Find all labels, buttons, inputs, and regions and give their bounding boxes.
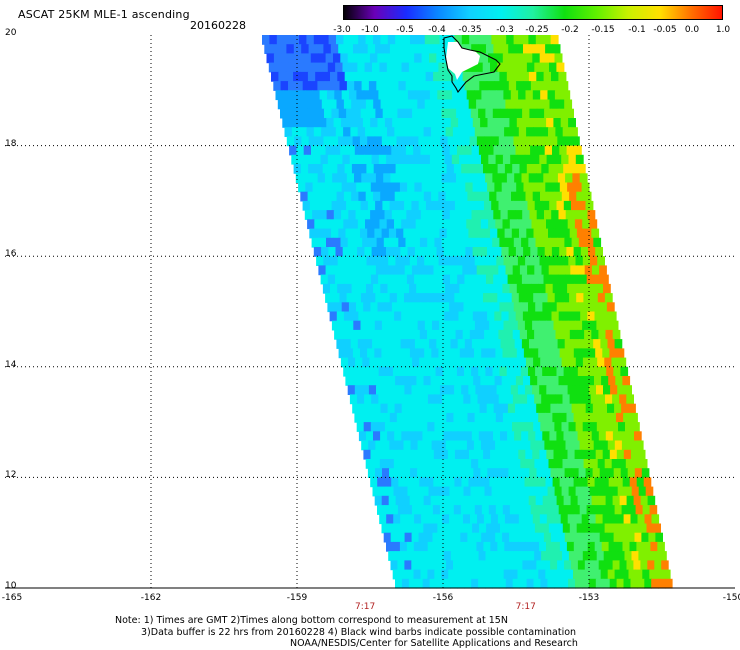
colorbar-gradient [343,5,723,20]
island-outline [443,35,501,94]
colorbar-tick-label: -0.05 [653,25,677,35]
longitude-label: -165 [1,593,23,603]
time-label: 7:17 [355,602,376,612]
colorbar-tick-label: 1.0 [715,25,731,35]
colorbar-tick-label: -0.2 [561,25,579,35]
latitude-label: 10 [5,581,17,591]
colorbar-tick-label: -0.3 [496,25,514,35]
colorbar-tick-label: -0.4 [428,25,446,35]
colorbar-tick-label: -0.5 [396,25,414,35]
colorbar-labels: -3.0 -1.0 -0.5 -0.4 -0.35 -0.3 -0.25 -0.2 -0.15 -… [330,25,735,37]
colorbar-tick-label: -0.15 [591,25,615,35]
latitude-label: 16 [5,249,17,260]
note-line-3: NOAA/NESDIS/Center for Satellite Applica… [290,638,578,649]
colorbar-tick-label: -0.25 [525,25,549,35]
colorbar-tick-label: -3.0 [333,25,351,35]
map-grid [5,35,735,588]
longitude-label: -159 [286,593,308,603]
time-label: 7:17 [515,602,536,612]
note-line-1: Note: 1) Times are GMT 2)Times along bot… [115,615,508,626]
latitude-label: 14 [5,359,17,370]
colorbar-tick-label: -0.1 [628,25,646,35]
longitude-label: -162 [140,593,162,603]
colorbar-tick-label: -0.35 [458,25,482,35]
map-title: ASCAT 25KM MLE-1 ascending [18,8,190,21]
latitude-label: 20 [5,28,17,38]
latitude-label: 12 [5,470,17,481]
map-date: 20160228 [190,19,246,32]
longitude-label: -150 [722,593,740,603]
colorbar-tick-label: -1.0 [361,25,379,35]
latitude-label: 18 [5,138,17,149]
colorbar-tick-label: 0.0 [684,25,700,35]
longitude-label: -156 [432,593,454,603]
colorbar [343,5,723,20]
longitude-label: -153 [578,593,600,603]
wind-swath [262,35,673,589]
note-line-2: 3)Data buffer is 22 hrs from 20160228 4)… [141,627,577,638]
